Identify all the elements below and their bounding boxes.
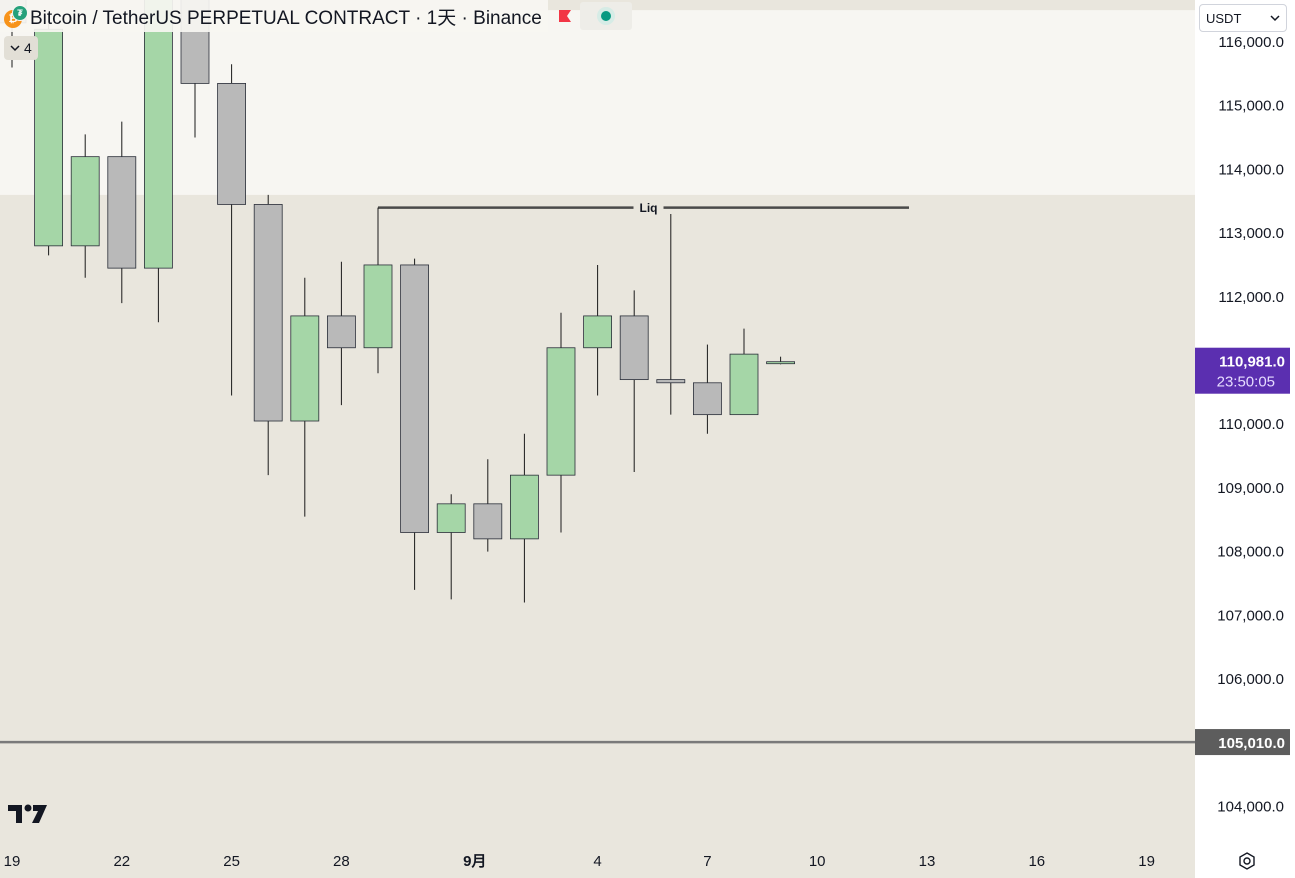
x-tick-label: 25 [223,853,240,870]
y-tick-label: 116,000.0 [1218,34,1284,51]
middot: · [461,7,468,29]
candle-body[interactable] [509,474,539,540]
chevron-down-icon [10,45,20,52]
tether-icon: ₮ [12,5,28,21]
x-tick-label: 28 [333,853,350,870]
x-tick-label: 16 [1028,853,1045,870]
supply-zone[interactable] [0,10,1195,195]
x-tick-label: 10 [809,853,826,870]
flag-icon[interactable] [558,9,572,23]
candle-body[interactable] [473,503,503,540]
coin-pair-icon: ₿ ₮ [2,2,30,30]
middot: · [415,7,422,29]
symbol-info[interactable]: ₿ ₮ Bitcoin / TetherUS PERPETUAL CONTRAC… [0,0,548,32]
liq-label: Liq [640,201,658,215]
x-tick-label: 9月 [463,853,486,870]
x-tick-label: 13 [919,853,936,870]
y-tick-label: 110,000.0 [1218,416,1284,433]
y-tick-label: 112,000.0 [1218,289,1284,306]
pair-separator: / [92,7,98,29]
candle-body[interactable] [34,28,63,247]
x-tick-label: 19 [4,853,21,870]
candle-body[interactable] [656,379,686,384]
y-tick-label: 113,000.0 [1218,225,1284,242]
candle-body[interactable] [546,347,576,476]
candle-body[interactable] [436,503,466,533]
market-status-button[interactable] [579,2,632,30]
indicator-count: 4 [24,40,32,56]
candle-body[interactable] [253,204,283,422]
y-tick-label: 107,000.0 [1217,607,1284,624]
tradingview-logo-icon[interactable] [8,803,48,830]
candle-body[interactable] [70,156,100,247]
last-price-label: 110,981.0 [1219,354,1285,371]
y-tick-label: 115,000.0 [1218,98,1284,115]
candle-body[interactable] [326,315,356,349]
candle-body[interactable] [107,156,137,269]
chevron-down-icon [1270,15,1280,22]
chart-settings-icon[interactable] [1236,850,1258,872]
candle-body[interactable] [693,382,722,416]
level-price-label-bg [1195,729,1290,756]
x-tick-label: 19 [1138,853,1155,870]
candle-body[interactable] [217,83,247,205]
indicators-toggle[interactable]: 4 [4,36,38,60]
symbol-title: Bitcoin / TetherUS PERPETUAL CONTRACT · … [30,3,542,30]
y-tick-label: 114,000.0 [1218,161,1284,178]
candle-body[interactable] [619,315,649,381]
market-open-icon [600,11,611,21]
x-tick-label: 22 [113,853,130,870]
candle-body[interactable] [143,0,173,269]
x-tick-label: 4 [593,853,601,870]
candle-body[interactable] [290,315,320,422]
chart-header: ₿ ₮ Bitcoin / TetherUS PERPETUAL CONTRAC… [0,0,632,32]
y-tick-label: 109,000.0 [1217,480,1284,497]
candle-body[interactable] [729,353,759,416]
candle-body[interactable] [363,264,393,349]
candle-body[interactable] [583,315,612,349]
quote-asset: TetherUS PERPETUAL CONTRACT [102,7,410,29]
interval: 1天 [426,7,457,29]
candle-body[interactable] [400,264,430,533]
y-tick-label: 104,000.0 [1217,798,1284,815]
y-tick-label: 106,000.0 [1217,671,1284,688]
time-axis[interactable] [0,845,1195,878]
base-asset: Bitcoin [30,7,88,29]
x-tick-label: 7 [703,853,711,870]
last-price-label-bg [1195,347,1290,394]
liq-label-background [633,199,664,216]
y-tick-label: 108,000.0 [1217,544,1284,561]
currency-select[interactable]: USDT [1199,4,1287,32]
exchange: Binance [473,7,542,29]
candle-body[interactable] [766,361,795,365]
currency-value: USDT [1206,10,1242,26]
level-price-label: 105,010.0 [1218,735,1285,752]
bar-countdown-label: 23:50:05 [1217,374,1275,391]
